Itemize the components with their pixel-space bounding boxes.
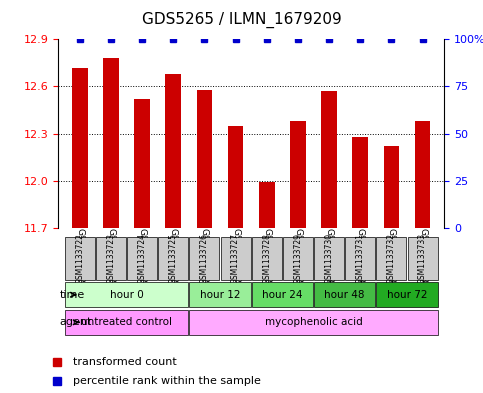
FancyBboxPatch shape <box>65 282 188 307</box>
Text: GSM1133729: GSM1133729 <box>293 228 302 288</box>
Bar <box>134 99 150 228</box>
Text: GSM1133731: GSM1133731 <box>355 233 365 284</box>
Text: hour 0: hour 0 <box>110 290 143 300</box>
Text: GSM1133722: GSM1133722 <box>75 233 84 284</box>
Text: GSM1133730: GSM1133730 <box>325 228 334 289</box>
FancyBboxPatch shape <box>314 237 344 280</box>
FancyBboxPatch shape <box>65 310 188 334</box>
Text: GDS5265 / ILMN_1679209: GDS5265 / ILMN_1679209 <box>142 12 341 28</box>
FancyBboxPatch shape <box>65 237 95 280</box>
Bar <box>290 121 306 228</box>
FancyBboxPatch shape <box>189 237 219 280</box>
Text: untreated control: untreated control <box>81 317 172 327</box>
Text: mycophenolic acid: mycophenolic acid <box>265 317 362 327</box>
Text: GSM1133733: GSM1133733 <box>418 233 427 284</box>
FancyBboxPatch shape <box>158 237 188 280</box>
Text: GSM1133722: GSM1133722 <box>75 228 84 288</box>
Text: hour 72: hour 72 <box>387 290 427 300</box>
Text: GSM1133723: GSM1133723 <box>106 228 115 288</box>
Bar <box>166 74 181 228</box>
Bar <box>197 90 212 228</box>
FancyBboxPatch shape <box>252 282 313 307</box>
Text: GSM1133723: GSM1133723 <box>106 233 115 284</box>
Bar <box>321 91 337 228</box>
Text: GSM1133725: GSM1133725 <box>169 228 178 288</box>
Text: GSM1133730: GSM1133730 <box>325 233 334 284</box>
Text: agent: agent <box>59 317 92 327</box>
FancyBboxPatch shape <box>189 310 438 334</box>
Text: GSM1133732: GSM1133732 <box>387 228 396 288</box>
Text: time: time <box>59 290 85 300</box>
Text: GSM1133724: GSM1133724 <box>138 228 147 288</box>
Text: GSM1133731: GSM1133731 <box>355 228 365 289</box>
Text: GSM1133729: GSM1133729 <box>293 233 302 284</box>
Text: GSM1133726: GSM1133726 <box>200 228 209 288</box>
FancyBboxPatch shape <box>345 237 375 280</box>
Bar <box>353 137 368 228</box>
FancyBboxPatch shape <box>314 282 375 307</box>
FancyBboxPatch shape <box>96 237 126 280</box>
FancyBboxPatch shape <box>252 237 282 280</box>
Bar <box>384 146 399 228</box>
FancyBboxPatch shape <box>408 237 438 280</box>
FancyBboxPatch shape <box>221 237 251 280</box>
FancyBboxPatch shape <box>127 237 157 280</box>
Text: GSM1133726: GSM1133726 <box>200 233 209 284</box>
Bar <box>259 182 274 228</box>
Text: percentile rank within the sample: percentile rank within the sample <box>73 376 261 386</box>
Bar <box>103 58 119 228</box>
Text: GSM1133728: GSM1133728 <box>262 233 271 284</box>
FancyBboxPatch shape <box>376 282 438 307</box>
FancyBboxPatch shape <box>283 237 313 280</box>
Text: hour 48: hour 48 <box>325 290 365 300</box>
Text: hour 24: hour 24 <box>262 290 302 300</box>
Text: GSM1133732: GSM1133732 <box>387 233 396 284</box>
Text: GSM1133727: GSM1133727 <box>231 233 240 284</box>
Text: GSM1133727: GSM1133727 <box>231 228 240 288</box>
FancyBboxPatch shape <box>376 237 406 280</box>
Text: GSM1133724: GSM1133724 <box>138 233 147 284</box>
FancyBboxPatch shape <box>189 282 251 307</box>
Bar <box>228 126 243 228</box>
Bar <box>415 121 430 228</box>
Text: transformed count: transformed count <box>73 356 177 367</box>
Bar <box>72 68 87 228</box>
Text: GSM1133725: GSM1133725 <box>169 233 178 284</box>
Text: hour 12: hour 12 <box>200 290 240 300</box>
Text: GSM1133728: GSM1133728 <box>262 228 271 288</box>
Text: GSM1133733: GSM1133733 <box>418 228 427 289</box>
